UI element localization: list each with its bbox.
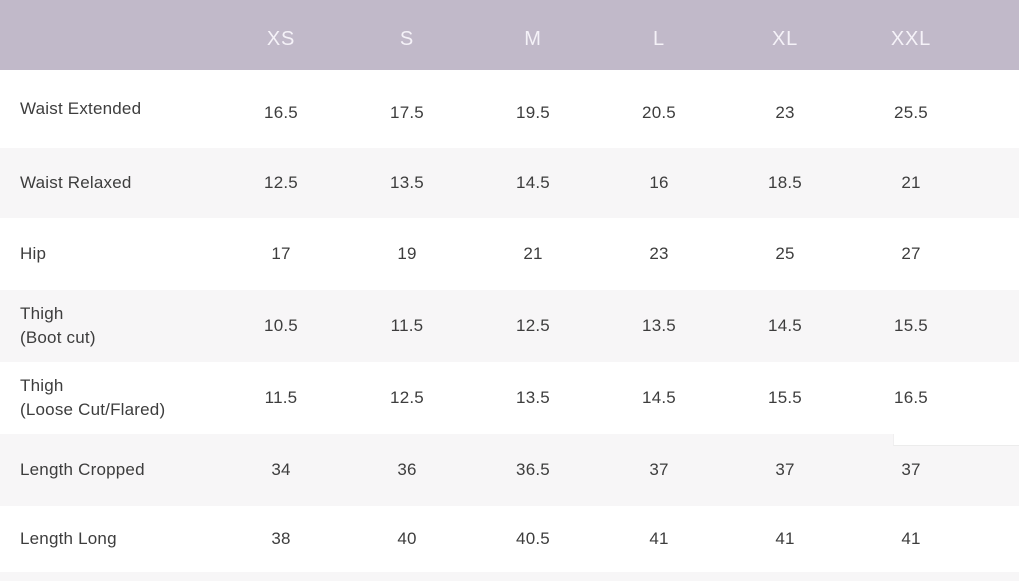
row-label-text: Thigh (20, 376, 64, 395)
cell-value: 11.5 (390, 316, 424, 335)
cell-value: 38 (271, 529, 291, 548)
cell-value: 13.5 (390, 173, 424, 192)
table-row-waist-extended: Waist Extended 16.5 17.5 19.5 20.5 23 25… (0, 70, 1019, 148)
cell-value: 20.5 (642, 102, 676, 122)
row-spacer-cell (974, 148, 1019, 218)
column-header-xxl: XXL (890, 27, 932, 50)
row-label-text: Hip (20, 244, 47, 263)
row-sublabel-text: (Loose Cut/Flared) (20, 400, 166, 419)
header-row: XS S M L XL XXL (0, 0, 1019, 70)
column-header-s: S (399, 27, 415, 50)
cell-value: 37 (775, 460, 795, 479)
cell-value: 17.5 (390, 102, 424, 122)
cell-value: 10.5 (264, 316, 298, 335)
row-label-text: Thigh (20, 304, 64, 323)
row-spacer-cell (974, 218, 1019, 290)
column-header-l: L (653, 27, 665, 50)
cell-value: 19 (397, 244, 417, 263)
header-spacer-cell (974, 0, 1019, 70)
cell-value: 14.5 (516, 173, 550, 192)
cell-value: 40.5 (516, 529, 550, 548)
table-row-hip: Hip 17 19 21 23 25 27 (0, 218, 1019, 290)
cell-value: 27 (901, 244, 921, 263)
cell-value: 37 (901, 460, 921, 479)
cell-value: 36.5 (516, 460, 550, 479)
table-bottom-partial-row (0, 572, 1019, 581)
cell-value: 41 (775, 529, 795, 548)
cell-value: 37 (649, 460, 669, 479)
row-sublabel-text: (Boot cut) (20, 328, 96, 347)
cell-value: 36 (397, 460, 417, 479)
cell-value: 14.5 (768, 316, 802, 335)
stripe-offset-artifact (893, 434, 1019, 446)
row-label: Thigh (Boot cut) (0, 290, 218, 362)
column-header-xs: XS (266, 27, 296, 50)
cell-value: 16 (649, 173, 669, 192)
cell-value: 12.5 (516, 316, 550, 335)
cell-value: 12.5 (264, 173, 298, 192)
cell-value: 34 (271, 460, 291, 479)
cell-value: 12.5 (390, 388, 424, 407)
cell-value: 41 (901, 529, 921, 548)
row-spacer-cell (974, 506, 1019, 572)
cell-value: 17 (271, 244, 291, 263)
cell-value: 21 (523, 244, 543, 263)
row-spacer-cell (974, 362, 1019, 434)
cell-value: 25.5 (894, 102, 928, 122)
cell-value: 14.5 (642, 388, 676, 407)
row-spacer-cell (974, 70, 1019, 148)
row-label: Waist Extended (0, 70, 218, 148)
table-row-length-cropped: Length Cropped 34 36 36.5 37 37 37 (0, 434, 1019, 506)
row-label-text: Length Long (20, 529, 117, 548)
table-row-thigh-loose-cut-flared: Thigh (Loose Cut/Flared) 11.5 12.5 13.5 … (0, 362, 1019, 434)
cell-value: 41 (649, 529, 669, 548)
cell-value: 16.5 (894, 388, 928, 407)
cell-value: 15.5 (768, 388, 802, 407)
cell-value: 15.5 (894, 316, 928, 335)
table-row-thigh-boot-cut: Thigh (Boot cut) 10.5 11.5 12.5 13.5 14.… (0, 290, 1019, 362)
cell-value: 21 (901, 173, 921, 192)
row-label: Length Long (0, 506, 218, 572)
cell-value: 25 (775, 244, 795, 263)
row-label: Length Cropped (0, 434, 218, 506)
cell-value: 19.5 (516, 102, 550, 122)
row-label-text: Waist Extended (20, 99, 142, 118)
table-row-waist-relaxed: Waist Relaxed 12.5 13.5 14.5 16 18.5 21 (0, 148, 1019, 218)
cell-value: 23 (775, 102, 795, 122)
header-corner-cell (0, 0, 218, 70)
table-row-length-long: Length Long 38 40 40.5 41 41 41 (0, 506, 1019, 572)
cell-value: 13.5 (516, 388, 550, 407)
row-spacer-cell (974, 290, 1019, 362)
column-header-xl: XL (771, 27, 799, 50)
row-label: Thigh (Loose Cut/Flared) (0, 362, 218, 434)
row-label-text: Length Cropped (20, 460, 145, 479)
row-label: Hip (0, 218, 218, 290)
column-header-m: M (524, 27, 542, 50)
cell-value: 18.5 (768, 173, 802, 192)
row-label-text: Waist Relaxed (20, 173, 132, 192)
row-label: Waist Relaxed (0, 148, 218, 218)
cell-value: 40 (397, 529, 417, 548)
cell-value: 11.5 (264, 388, 298, 407)
cell-value: 13.5 (642, 316, 676, 335)
size-chart-table: XS S M L XL XXL Waist Extended 16.5 17.5… (0, 0, 1019, 572)
cell-value: 16.5 (264, 102, 298, 122)
cell-value: 23 (649, 244, 669, 263)
